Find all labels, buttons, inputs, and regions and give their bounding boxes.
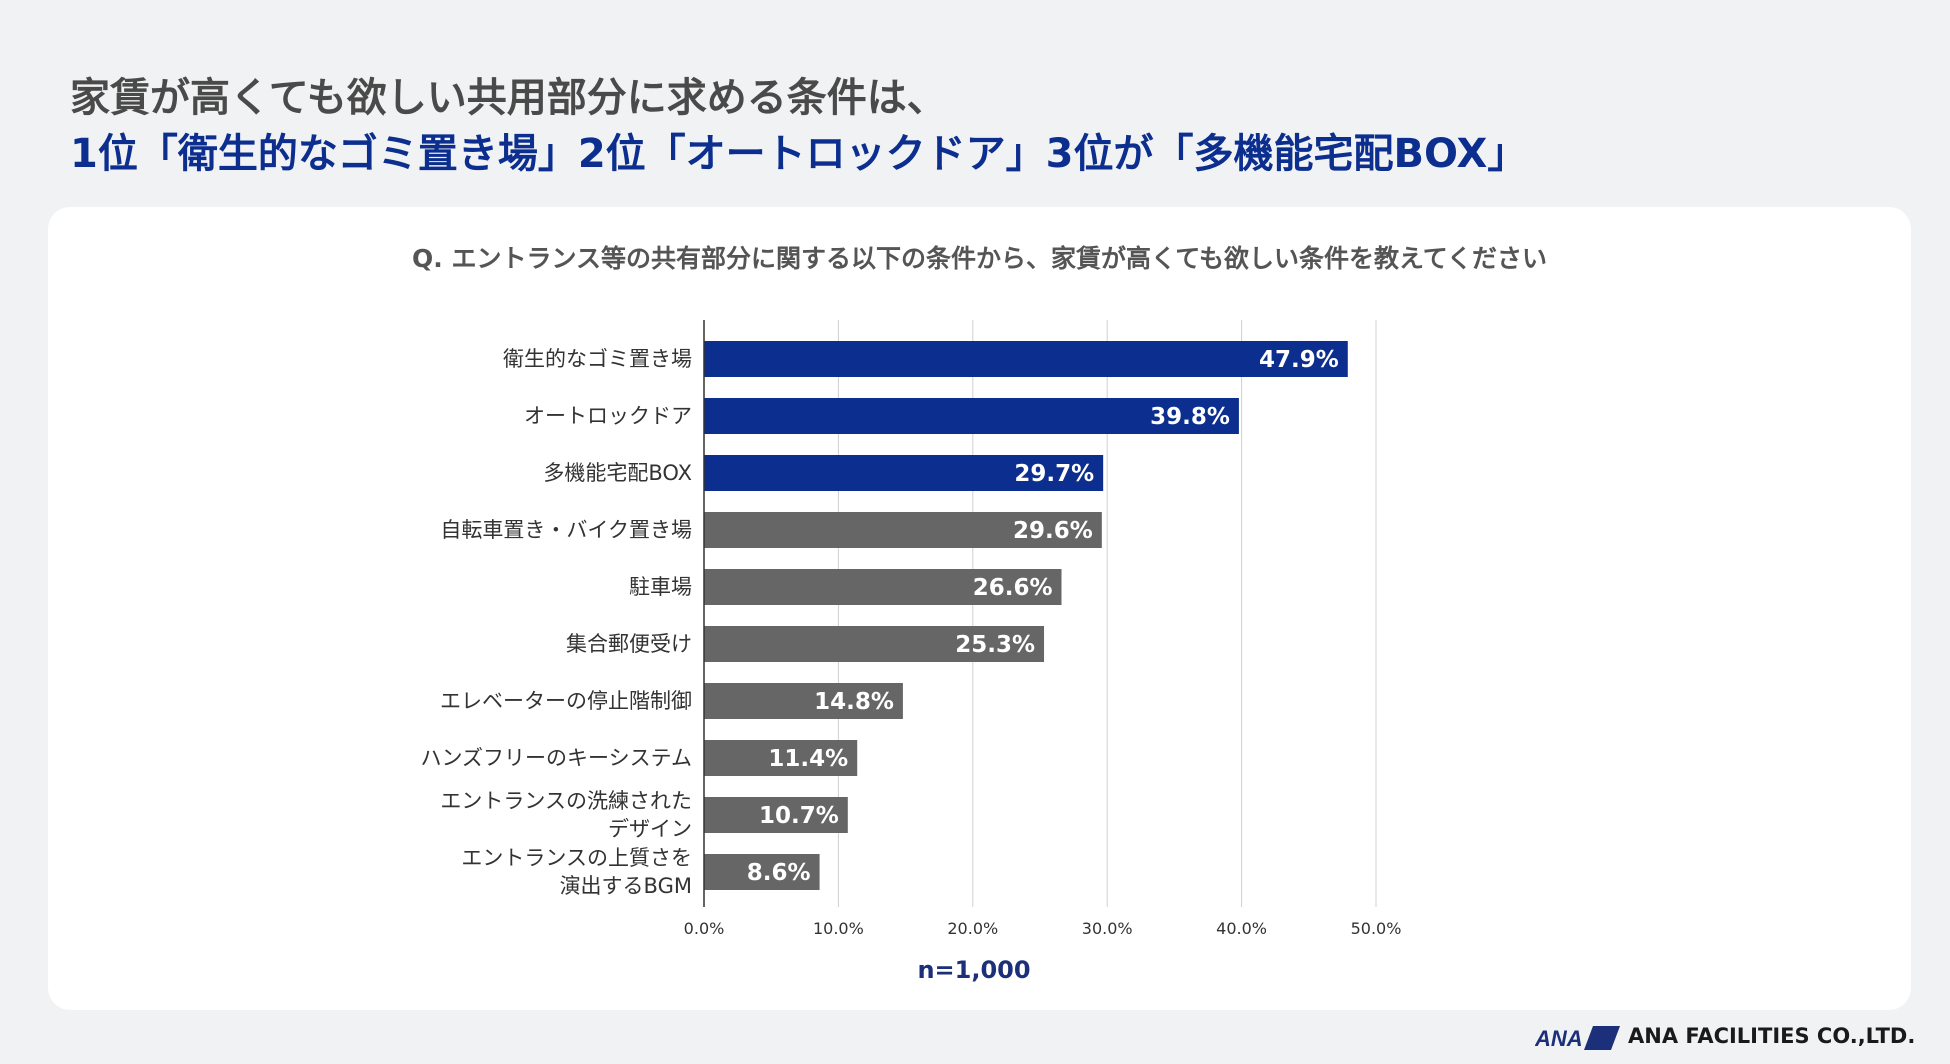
chart-question: Q. エントランス等の共有部分に関する以下の条件から、家賃が高くても欲しい条件を…	[412, 244, 1547, 273]
bar	[704, 569, 1062, 605]
bar-value-label: 47.9%	[1259, 347, 1339, 373]
x-tick-label: 20.0%	[947, 919, 998, 938]
category-label: 演出するBGM	[560, 874, 692, 898]
x-tick-label: 30.0%	[1082, 919, 1133, 938]
bar	[704, 854, 820, 890]
bar	[704, 740, 858, 776]
bar	[704, 455, 1104, 491]
bar-value-label: 8.6%	[747, 860, 811, 886]
company-name: ANA FACILITIES CO.,LTD.	[1628, 1024, 1916, 1048]
category-label: 多機能宅配BOX	[543, 461, 692, 485]
bar-value-label: 29.7%	[1014, 461, 1094, 487]
category-label: エレベーターの停止階制御	[440, 689, 692, 713]
ana-logo-stripe-icon	[1584, 1026, 1620, 1050]
title-line-2: 1位「衛生的なゴミ置き場」2位「オートロックドア」3位が「多機能宅配BOX」	[70, 131, 1528, 177]
bar	[704, 797, 848, 833]
page-title: 家賃が高くても欲しい共用部分に求める条件は、 1位「衛生的なゴミ置き場」2位「オ…	[70, 72, 1527, 180]
x-tick-label: 0.0%	[684, 919, 725, 938]
category-label: 駐車場	[629, 575, 692, 599]
category-label: デザイン	[608, 817, 692, 841]
bar-value-label: 39.8%	[1150, 404, 1230, 430]
category-label: オートロックドア	[524, 404, 692, 428]
ana-logo-text: ANA	[1535, 1026, 1583, 1051]
bar	[704, 398, 1239, 434]
bar-value-label: 29.6%	[1013, 518, 1093, 544]
category-label: ハンズフリーのキーシステム	[420, 746, 692, 770]
bar	[704, 683, 903, 719]
x-tick-label: 40.0%	[1216, 919, 1267, 938]
bar-value-label: 26.6%	[973, 575, 1053, 601]
bar-chart: 47.9% 衛生的なゴミ置き場 39.8% オートロックドア 29.7% 多機能宅配BOX…	[420, 320, 1402, 984]
bar	[704, 512, 1102, 548]
sample-size-note: n=1,000	[917, 956, 1030, 984]
category-label: 自転車置き・バイク置き場	[440, 518, 692, 542]
chart-card: Q. エントランス等の共有部分に関する以下の条件から、家賃が高くても欲しい条件を…	[48, 207, 1911, 1010]
category-label: 集合郵便受け	[566, 632, 692, 656]
bar	[704, 341, 1348, 377]
x-tick-label: 50.0%	[1351, 919, 1402, 938]
x-tick-label: 10.0%	[813, 919, 864, 938]
category-label: 衛生的なゴミ置き場	[503, 347, 692, 371]
bar-value-label: 10.7%	[759, 803, 839, 829]
title-line-1: 家賃が高くても欲しい共用部分に求める条件は、	[70, 75, 947, 121]
ana-logo: ANA	[1535, 1026, 1620, 1051]
bar-value-label: 14.8%	[814, 689, 894, 715]
bar-value-label: 25.3%	[955, 632, 1035, 658]
category-label: エントランスの洗練された	[440, 789, 692, 813]
bar	[704, 626, 1045, 662]
category-label: エントランスの上質さを	[461, 846, 692, 870]
bar-value-label: 11.4%	[768, 746, 848, 772]
